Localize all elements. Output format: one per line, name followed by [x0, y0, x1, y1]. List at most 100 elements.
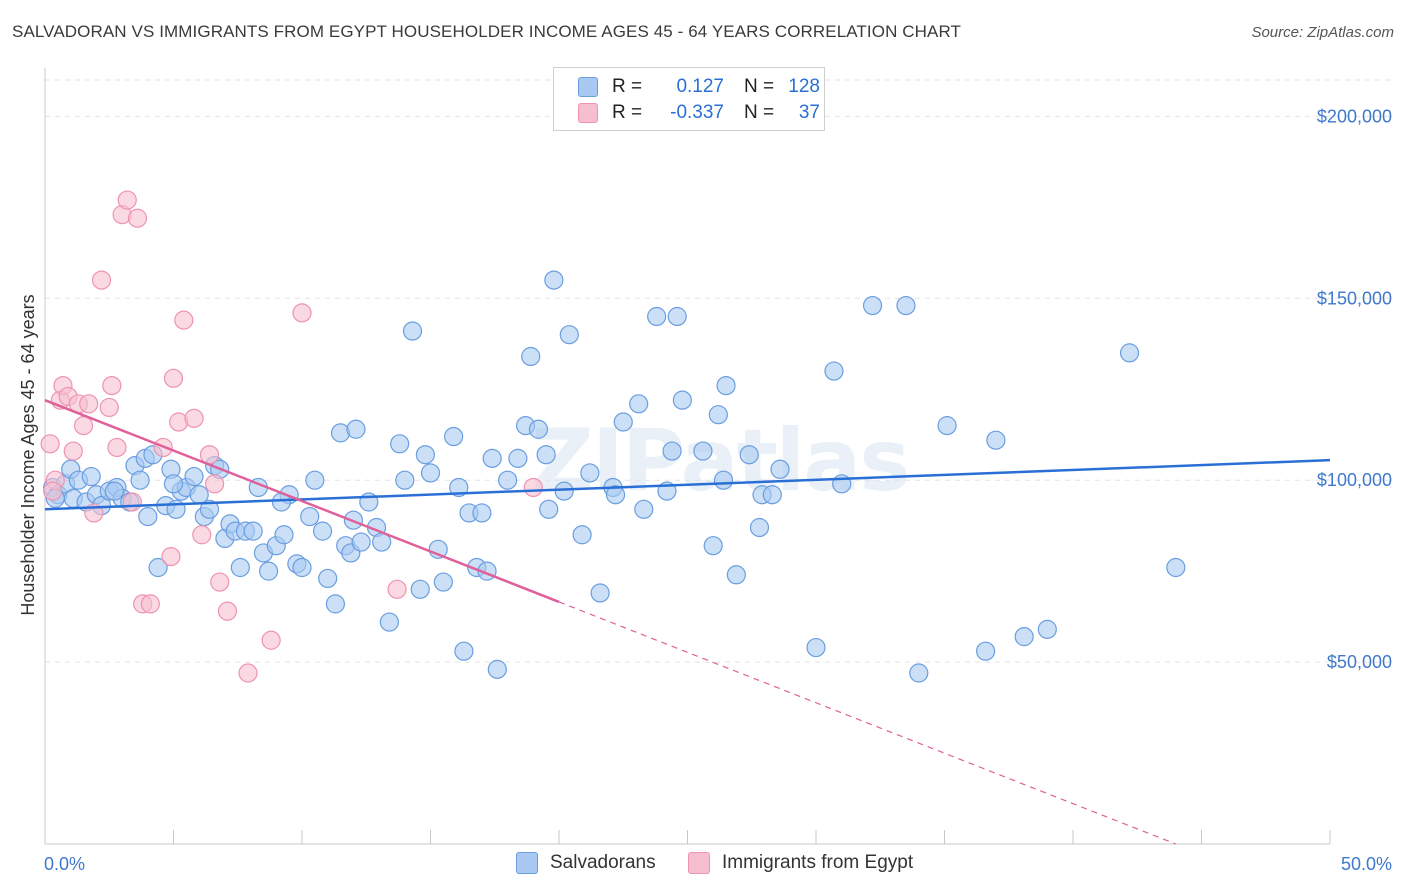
salvadorans-point — [104, 481, 124, 501]
correlation-legend: R = 0.127 N = 128 R = -0.337 N = 37 — [553, 67, 825, 131]
watermark: ZIPatlas — [532, 411, 909, 511]
salvadorans-point — [346, 419, 366, 439]
egypt-points — [40, 190, 543, 683]
egypt-point — [192, 525, 212, 545]
salvadorans-point — [693, 441, 713, 461]
salvadorans-point — [379, 612, 399, 632]
y-tick-labels: $50,000 $100,000 $150,000 $200,000 — [1317, 106, 1392, 672]
salvadorans-point — [148, 557, 168, 578]
salvadorans-point — [976, 641, 996, 661]
egypt-point — [122, 492, 142, 512]
salvadorans-point — [862, 295, 883, 316]
n-label: N = — [744, 102, 775, 123]
salvadorans-point — [482, 448, 502, 468]
salvadorans-point — [986, 430, 1006, 450]
r-label: R = — [612, 76, 643, 97]
salvadorans-point — [572, 525, 592, 545]
egypt-point — [205, 474, 225, 494]
salvadorans-point — [629, 394, 649, 414]
salvadorans-point — [726, 565, 746, 585]
salvadorans-point — [130, 470, 150, 490]
egypt-point — [43, 481, 63, 501]
salvadorans-point — [508, 448, 528, 468]
salvadorans-point — [1119, 343, 1140, 363]
y-axis-label: Householder Income Ages 45 - 64 years — [18, 294, 38, 615]
n-label: N = — [744, 76, 775, 97]
salvadorans-point — [1166, 557, 1186, 578]
egypt-point — [117, 190, 137, 210]
egypt-point — [217, 601, 238, 621]
salvadorans-point — [634, 499, 654, 519]
salvadorans-point — [318, 568, 338, 589]
salvadorans-point — [498, 470, 518, 490]
salvadorans-point — [305, 470, 325, 490]
egypt-point — [261, 630, 281, 650]
legend-item-salvadorans[interactable]: Salvadorans — [516, 852, 656, 874]
chart-title: SALVADORAN VS IMMIGRANTS FROM EGYPT HOUS… — [12, 22, 962, 41]
salvadorans-point — [444, 426, 464, 447]
salvadorans-swatch — [516, 852, 538, 874]
salvadorans-point — [472, 503, 492, 523]
salvadorans-point — [410, 579, 430, 599]
salvadorans-point — [300, 506, 320, 527]
egypt-point — [91, 270, 112, 290]
salvadorans-point — [402, 321, 423, 341]
salvadorans-point — [536, 445, 556, 465]
salvadorans-point — [590, 583, 610, 603]
x-tick-min: 0.0% — [44, 854, 85, 874]
salvadorans-point — [662, 441, 682, 461]
r-value: -0.337 — [670, 102, 724, 123]
egypt-swatch — [688, 852, 710, 874]
egypt-point — [387, 579, 407, 599]
legend-label: Immigrants from Egypt — [722, 852, 914, 873]
salvadorans-point — [420, 463, 441, 483]
salvadorans-point — [163, 474, 184, 494]
salvadorans-point — [454, 641, 474, 661]
legend-item-egypt[interactable]: Immigrants from Egypt — [688, 852, 913, 874]
egypt-point — [184, 408, 204, 428]
salvadorans-point — [909, 663, 929, 683]
salvadorans-point — [325, 594, 346, 614]
egypt-point — [63, 441, 83, 461]
y-tick-label: $50,000 — [1327, 652, 1392, 672]
salvadorans-point — [274, 525, 294, 545]
salvadorans-point — [708, 405, 728, 425]
salvadorans-point — [559, 325, 579, 345]
salvadorans-point — [749, 517, 770, 538]
salvadorans-point — [487, 659, 507, 679]
legend-label: Salvadorans — [550, 852, 656, 873]
egypt-point — [127, 208, 148, 228]
salvadorans-point — [395, 470, 415, 490]
salvadorans-point — [539, 499, 559, 519]
salvadorans-point — [672, 390, 692, 410]
salvadorans-point — [351, 532, 371, 552]
salvadorans-point — [580, 463, 600, 483]
egypt-trend-line — [44, 398, 560, 604]
salvadorans-point — [667, 306, 687, 327]
salvadorans-point — [243, 521, 263, 541]
egypt-point — [102, 376, 122, 396]
salvadorans-point — [230, 557, 250, 578]
salvadorans-point — [605, 485, 626, 505]
salvadorans-point — [81, 466, 101, 487]
salvadorans-point — [716, 376, 736, 396]
n-value: 128 — [788, 76, 820, 97]
salvadorans-point — [390, 434, 410, 454]
salvadorans-point — [896, 295, 916, 316]
r-value: 0.127 — [676, 76, 724, 97]
salvadorans-point — [199, 499, 220, 519]
n-value: 37 — [798, 102, 820, 123]
salvadorans-point — [544, 270, 564, 290]
salvadorans-point — [703, 536, 723, 556]
series-legend: Salvadorans Immigrants from Egypt — [0, 852, 1406, 878]
egypt-point — [40, 434, 60, 454]
grid-lines — [45, 79, 1392, 663]
egypt-trend-extension — [558, 601, 1177, 845]
egypt-point — [140, 594, 160, 614]
salvadorans-point — [713, 470, 734, 490]
salvadorans-point — [762, 485, 782, 505]
salvadorans-point — [937, 416, 957, 436]
salvadorans-point — [528, 419, 549, 439]
trend-lines — [44, 398, 1331, 845]
